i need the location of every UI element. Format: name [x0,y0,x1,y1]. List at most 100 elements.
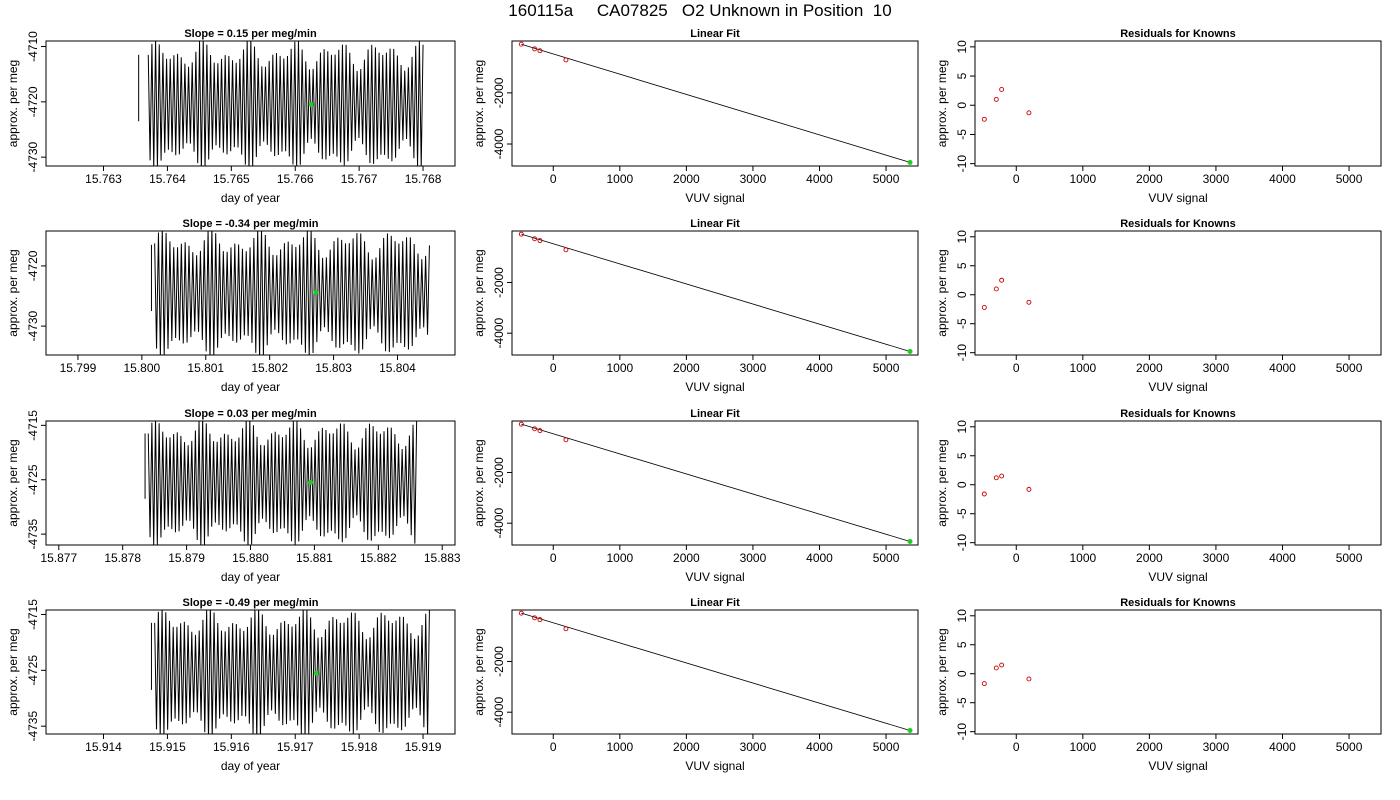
panel-4-2-known-point [518,610,524,616]
panel-2-2-unknown-point [907,348,913,354]
panel-3-3-y-tick-label: 0 [955,481,969,488]
panel-1-2-y-tick-label: -2000 [492,77,506,108]
panel-2-1-series-line [154,231,430,355]
panel-1-2-x-tick-label: 3000 [740,172,767,186]
panel-1-3-y-tick-label: 5 [955,72,969,79]
panel-3-1-x-tick-label: 15.883 [424,551,461,565]
panel-2-2-x-tick-label: 5000 [873,361,900,375]
panel-2-1-y-axis-label: approx. per meg [6,249,20,336]
panel-2-3-residual-point [993,286,999,292]
panel-3-2-x-axis-label: VUV signal [685,570,744,584]
panel-1-1-x-tick-label: 15.764 [149,172,186,186]
panel-1-2-data-area [518,41,913,165]
panel-1-3-residual-point [981,116,987,122]
panel-4-2-y-tick-label: -2000 [492,646,506,677]
panel-1-3-y-tick-label: 0 [955,102,969,109]
panel-3-1-y-tick-label: -4735 [26,518,40,549]
panel-4-3-title: Residuals for Knowns [1120,597,1236,609]
panel-1-2-fit-line [521,43,911,163]
panel-3-3-x-tick-label: 5000 [1336,551,1363,565]
panel-3-3-residual-point [981,491,987,497]
panel-1-2-title: Linear Fit [690,28,740,40]
panel-2-2-x-tick-label: 3000 [740,361,767,375]
panel-2-1-x-tick-label: 15.799 [60,361,97,375]
panel-3-2-plot-frame [511,420,919,546]
panel-4-3-residual-point [993,665,999,671]
panel-2-1-y-tick-label: -4730 [26,310,40,341]
panel-4-2-y-tick-label: -4000 [492,697,506,728]
panel-4-2-fit-line [521,612,911,731]
panel-1-2-known-point [563,57,569,63]
panel-2-2-x-tick-label: 1000 [606,361,633,375]
panel-1-2-y-axis-label: approx. per meg [472,60,486,147]
panel-2-3-y-tick-label: -10 [955,344,969,362]
panel-1-1-y-tick-label: -4710 [26,31,40,62]
panel-2-3-x-tick-label: 4000 [1269,361,1296,375]
panel-2-2-known-point [518,231,524,237]
panel-3-1-x-tick-label: 15.881 [296,551,333,565]
panel-2-2-known-point [563,247,569,253]
panel-2-2-known-point [537,238,543,244]
panel-4-2-known-point [532,615,538,621]
panel-3-2-x-tick-label: 0 [550,551,557,565]
panel-2-3-residual-point [981,305,987,310]
panel-3-1-x-tick-label: 15.879 [168,551,205,565]
panel-4-1-unknown-marker [313,670,319,676]
panel-4-3-x-tick-label: 2000 [1136,740,1163,754]
panel-1-2-x-tick-label: 4000 [806,172,833,186]
panel-2-3-x-axis-label: VUV signal [1148,380,1207,394]
panel-1-3-residual-point [999,87,1005,92]
panel-1-1-x-tick-label: 15.765 [213,172,250,186]
panel-3-3-y-tick-label: -5 [955,508,969,519]
panel-1-3-y-tick-label: -5 [955,129,969,140]
panel-2-3-y-tick-label: 5 [955,262,969,269]
panel-3-2-y-axis-label: approx. per meg [472,439,486,526]
panel-1-1-y-tick-label: -4730 [26,141,40,172]
panel-3-1-unknown-marker [308,479,314,485]
panel-1-2-x-tick-label: 2000 [673,172,700,186]
panel-1-2-known-point [518,41,524,47]
panel-3-3-plot-frame [974,420,1382,546]
panel-1-2-x-tick-label: 5000 [873,172,900,186]
panel-3-2-x-tick-label: 5000 [873,551,900,565]
panel-3-2-known-point [537,428,543,434]
panel-4-3-y-tick-label: 5 [955,641,969,648]
panel-1-3-residual-point [1026,110,1032,116]
panel-3-2-known-point [518,421,524,427]
panel-1-1-x-tick-label: 15.763 [85,172,122,186]
panel-2-3-x-tick-label: 0 [1013,361,1020,375]
panel-3-3-y-tick-label: -10 [955,534,969,552]
panel-4-2-known-point [563,626,569,632]
panel-3-1-y-tick-label: -4725 [26,464,40,495]
panel-2-2-title: Linear Fit [690,218,740,230]
panel-1-3-residual-point [993,96,999,102]
panel-2-1-title: Slope = -0.34 per meg/min [182,218,318,230]
panel-2-3-y-tick-label: 10 [955,230,969,244]
panel-2-2-data-area [518,231,913,354]
panel-4-3-y-tick-label: -5 [955,697,969,708]
panel-3-2-data-area [518,421,913,544]
panel-4-2-x-tick-label: 5000 [873,740,900,754]
panel-3-3-residual-point [999,473,1005,479]
panel-3-2-title: Linear Fit [690,408,740,420]
panel-3-2-x-tick-label: 2000 [673,551,700,565]
panel-2-3-y-tick-label: -5 [955,318,969,329]
panel-3-1-x-axis-label: day of year [221,570,280,584]
panel-1-2-x-tick-label: 1000 [606,172,633,186]
panel-2-3-y-axis-label: approx. per meg [935,249,949,336]
panel-4-3-y-tick-label: -10 [955,723,969,741]
panel-4-2-x-axis-label: VUV signal [685,759,744,773]
panel-4-1-y-tick-label: -4715 [26,599,40,630]
panel-2-2-x-tick-label: 4000 [806,361,833,375]
panel-4-2-unknown-point [907,727,913,733]
panel-4-3-x-tick-label: 5000 [1336,740,1363,754]
panel-4-3-data-area [981,662,1032,687]
panel-1-3-x-axis-label: VUV signal [1148,191,1207,205]
panel-1-1-data-area [138,41,424,166]
panel-2-3-plot-frame [974,230,1382,356]
panel-4-2-x-tick-label: 0 [550,740,557,754]
panel-2-3-y-tick-label: 0 [955,291,969,298]
panel-4-2-title: Linear Fit [690,597,740,609]
panel-2-2-x-axis-label: VUV signal [685,380,744,394]
